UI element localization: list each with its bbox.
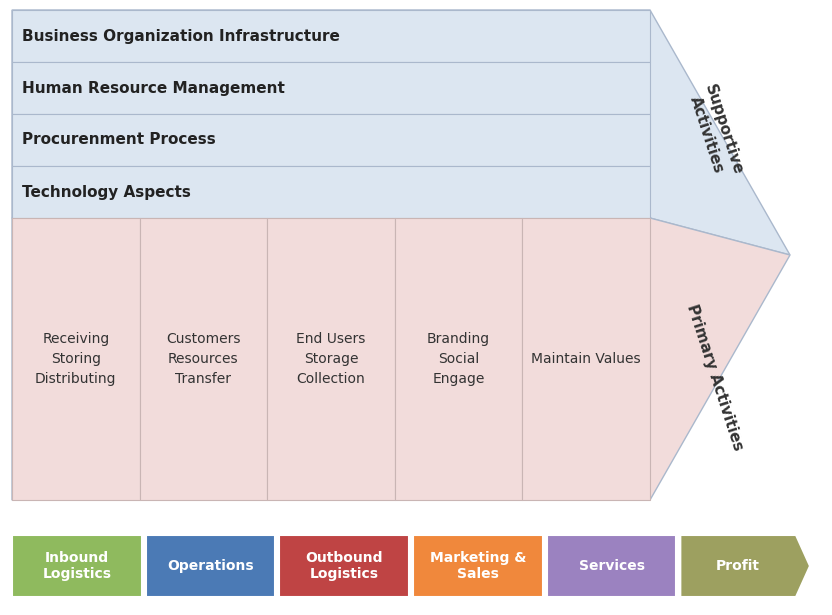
Text: Distributing: Distributing xyxy=(35,372,116,386)
Text: Human Resource Management: Human Resource Management xyxy=(22,81,285,95)
Text: Collection: Collection xyxy=(297,372,365,386)
Text: Storing: Storing xyxy=(51,352,101,366)
Text: Technology Aspects: Technology Aspects xyxy=(22,184,191,199)
Polygon shape xyxy=(413,535,542,597)
Text: Inbound
Logistics: Inbound Logistics xyxy=(42,551,111,581)
Text: Customers: Customers xyxy=(166,332,240,346)
Bar xyxy=(395,218,522,500)
Text: Services: Services xyxy=(578,559,645,573)
Bar xyxy=(12,114,650,166)
Text: Storage: Storage xyxy=(304,352,359,366)
Polygon shape xyxy=(681,535,810,597)
Text: Operations: Operations xyxy=(167,559,254,573)
Polygon shape xyxy=(12,218,790,500)
Text: Supportive
Activities: Supportive Activities xyxy=(685,82,745,183)
Bar xyxy=(140,218,267,500)
Text: Transfer: Transfer xyxy=(176,372,231,386)
Text: Receiving: Receiving xyxy=(42,332,110,346)
Text: Branding: Branding xyxy=(427,332,490,346)
Bar xyxy=(12,218,140,500)
Polygon shape xyxy=(12,535,141,597)
Bar xyxy=(522,218,650,500)
Bar xyxy=(12,62,650,114)
Polygon shape xyxy=(547,535,676,597)
Text: Procurenment Process: Procurenment Process xyxy=(22,132,215,148)
Text: Profit: Profit xyxy=(716,559,760,573)
Bar xyxy=(12,10,650,62)
Bar xyxy=(267,218,395,500)
Text: Social: Social xyxy=(438,352,479,366)
Text: Marketing &
Sales: Marketing & Sales xyxy=(429,551,526,581)
Text: Business Organization Infrastructure: Business Organization Infrastructure xyxy=(22,28,340,44)
Text: Maintain Values: Maintain Values xyxy=(532,352,641,366)
Polygon shape xyxy=(280,535,409,597)
Text: End Users: End Users xyxy=(296,332,366,346)
Text: Outbound
Logistics: Outbound Logistics xyxy=(305,551,383,581)
Polygon shape xyxy=(146,535,275,597)
Text: Engage: Engage xyxy=(433,372,485,386)
Bar xyxy=(12,166,650,218)
Polygon shape xyxy=(12,10,790,255)
Text: Resources: Resources xyxy=(168,352,239,366)
Text: Primary Activities: Primary Activities xyxy=(684,303,745,453)
